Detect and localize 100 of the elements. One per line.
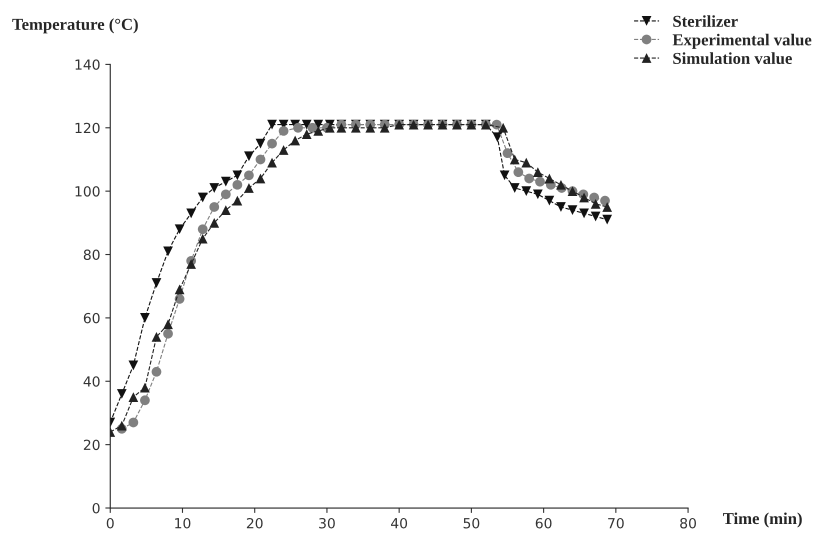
y-tick-label: 0 <box>92 502 100 514</box>
point <box>579 208 589 218</box>
point <box>336 122 346 133</box>
point <box>186 259 196 269</box>
point <box>502 148 512 158</box>
y-tick-label: 120 <box>76 122 100 134</box>
point <box>174 294 184 304</box>
point <box>521 158 532 168</box>
point <box>535 176 545 187</box>
point <box>244 183 254 193</box>
point <box>498 122 508 133</box>
point <box>140 313 150 323</box>
y-tick-label: 80 <box>84 249 100 260</box>
x-tick-label: 80 <box>680 518 696 528</box>
point <box>256 138 266 148</box>
x-tick-label: 30 <box>319 518 335 528</box>
point <box>267 158 277 168</box>
point <box>532 189 543 200</box>
point <box>568 205 578 216</box>
point <box>544 196 554 206</box>
y-tick-label: 140 <box>76 59 100 70</box>
point <box>152 278 162 288</box>
point <box>500 170 510 180</box>
point <box>163 319 173 330</box>
point <box>278 126 288 136</box>
point <box>128 392 138 402</box>
point <box>128 360 138 370</box>
point <box>209 202 220 212</box>
point <box>510 154 520 164</box>
point <box>302 129 312 139</box>
point <box>590 198 600 209</box>
point <box>350 122 361 133</box>
point <box>532 167 543 178</box>
point <box>256 154 266 164</box>
point <box>232 196 242 206</box>
point <box>256 174 266 184</box>
point <box>232 180 242 190</box>
legend-label: Simulation value <box>673 52 792 64</box>
point <box>209 218 220 228</box>
point <box>232 170 242 180</box>
y-tick-label: 100 <box>76 186 100 197</box>
point <box>302 120 312 130</box>
point <box>267 120 277 130</box>
x-tick-label: 0 <box>106 518 114 528</box>
point <box>313 126 324 136</box>
point <box>600 196 610 206</box>
point <box>244 151 254 162</box>
point <box>198 192 208 202</box>
point <box>220 189 231 200</box>
point <box>521 186 532 196</box>
legend-label: Sterilizer <box>673 15 738 27</box>
x-tick-label: 20 <box>246 518 263 528</box>
point <box>174 224 184 234</box>
point <box>116 420 127 430</box>
point <box>220 205 231 216</box>
point <box>116 389 127 399</box>
point <box>556 202 566 212</box>
point <box>293 122 303 133</box>
point <box>209 183 220 193</box>
y-tick-label: 60 <box>84 312 100 324</box>
point <box>140 382 150 392</box>
y-axis-title: Temperature (°C) <box>12 18 138 34</box>
x-tick-label: 40 <box>391 518 408 528</box>
point <box>198 234 208 244</box>
x-axis-title: Time (min) <box>723 512 802 528</box>
point <box>267 138 277 148</box>
point <box>152 332 162 342</box>
point <box>198 224 208 234</box>
point <box>602 202 612 212</box>
point <box>544 174 554 184</box>
point <box>579 192 589 202</box>
point <box>163 328 173 339</box>
point <box>492 132 502 142</box>
point <box>152 366 162 377</box>
point <box>290 136 300 146</box>
y-tick-label: 20 <box>84 440 100 450</box>
point <box>524 174 534 184</box>
point <box>308 122 318 133</box>
point <box>510 183 520 193</box>
point <box>324 122 335 133</box>
point <box>186 208 196 218</box>
point <box>174 284 184 294</box>
x-tick-label: 50 <box>464 518 480 528</box>
point <box>220 176 231 187</box>
point <box>128 418 138 428</box>
x-tick-label: 60 <box>536 518 552 528</box>
point <box>590 212 600 222</box>
point <box>513 167 524 178</box>
point <box>556 180 566 190</box>
point <box>602 214 612 225</box>
y-tick-label: 40 <box>84 376 100 387</box>
x-tick-label: 10 <box>175 518 190 528</box>
legend-label: Experimental value <box>672 34 812 49</box>
point <box>365 122 376 133</box>
x-tick-label: 70 <box>608 518 624 528</box>
point <box>380 122 390 133</box>
point <box>140 395 150 406</box>
point <box>244 170 254 180</box>
point <box>163 246 173 256</box>
point <box>278 145 288 155</box>
